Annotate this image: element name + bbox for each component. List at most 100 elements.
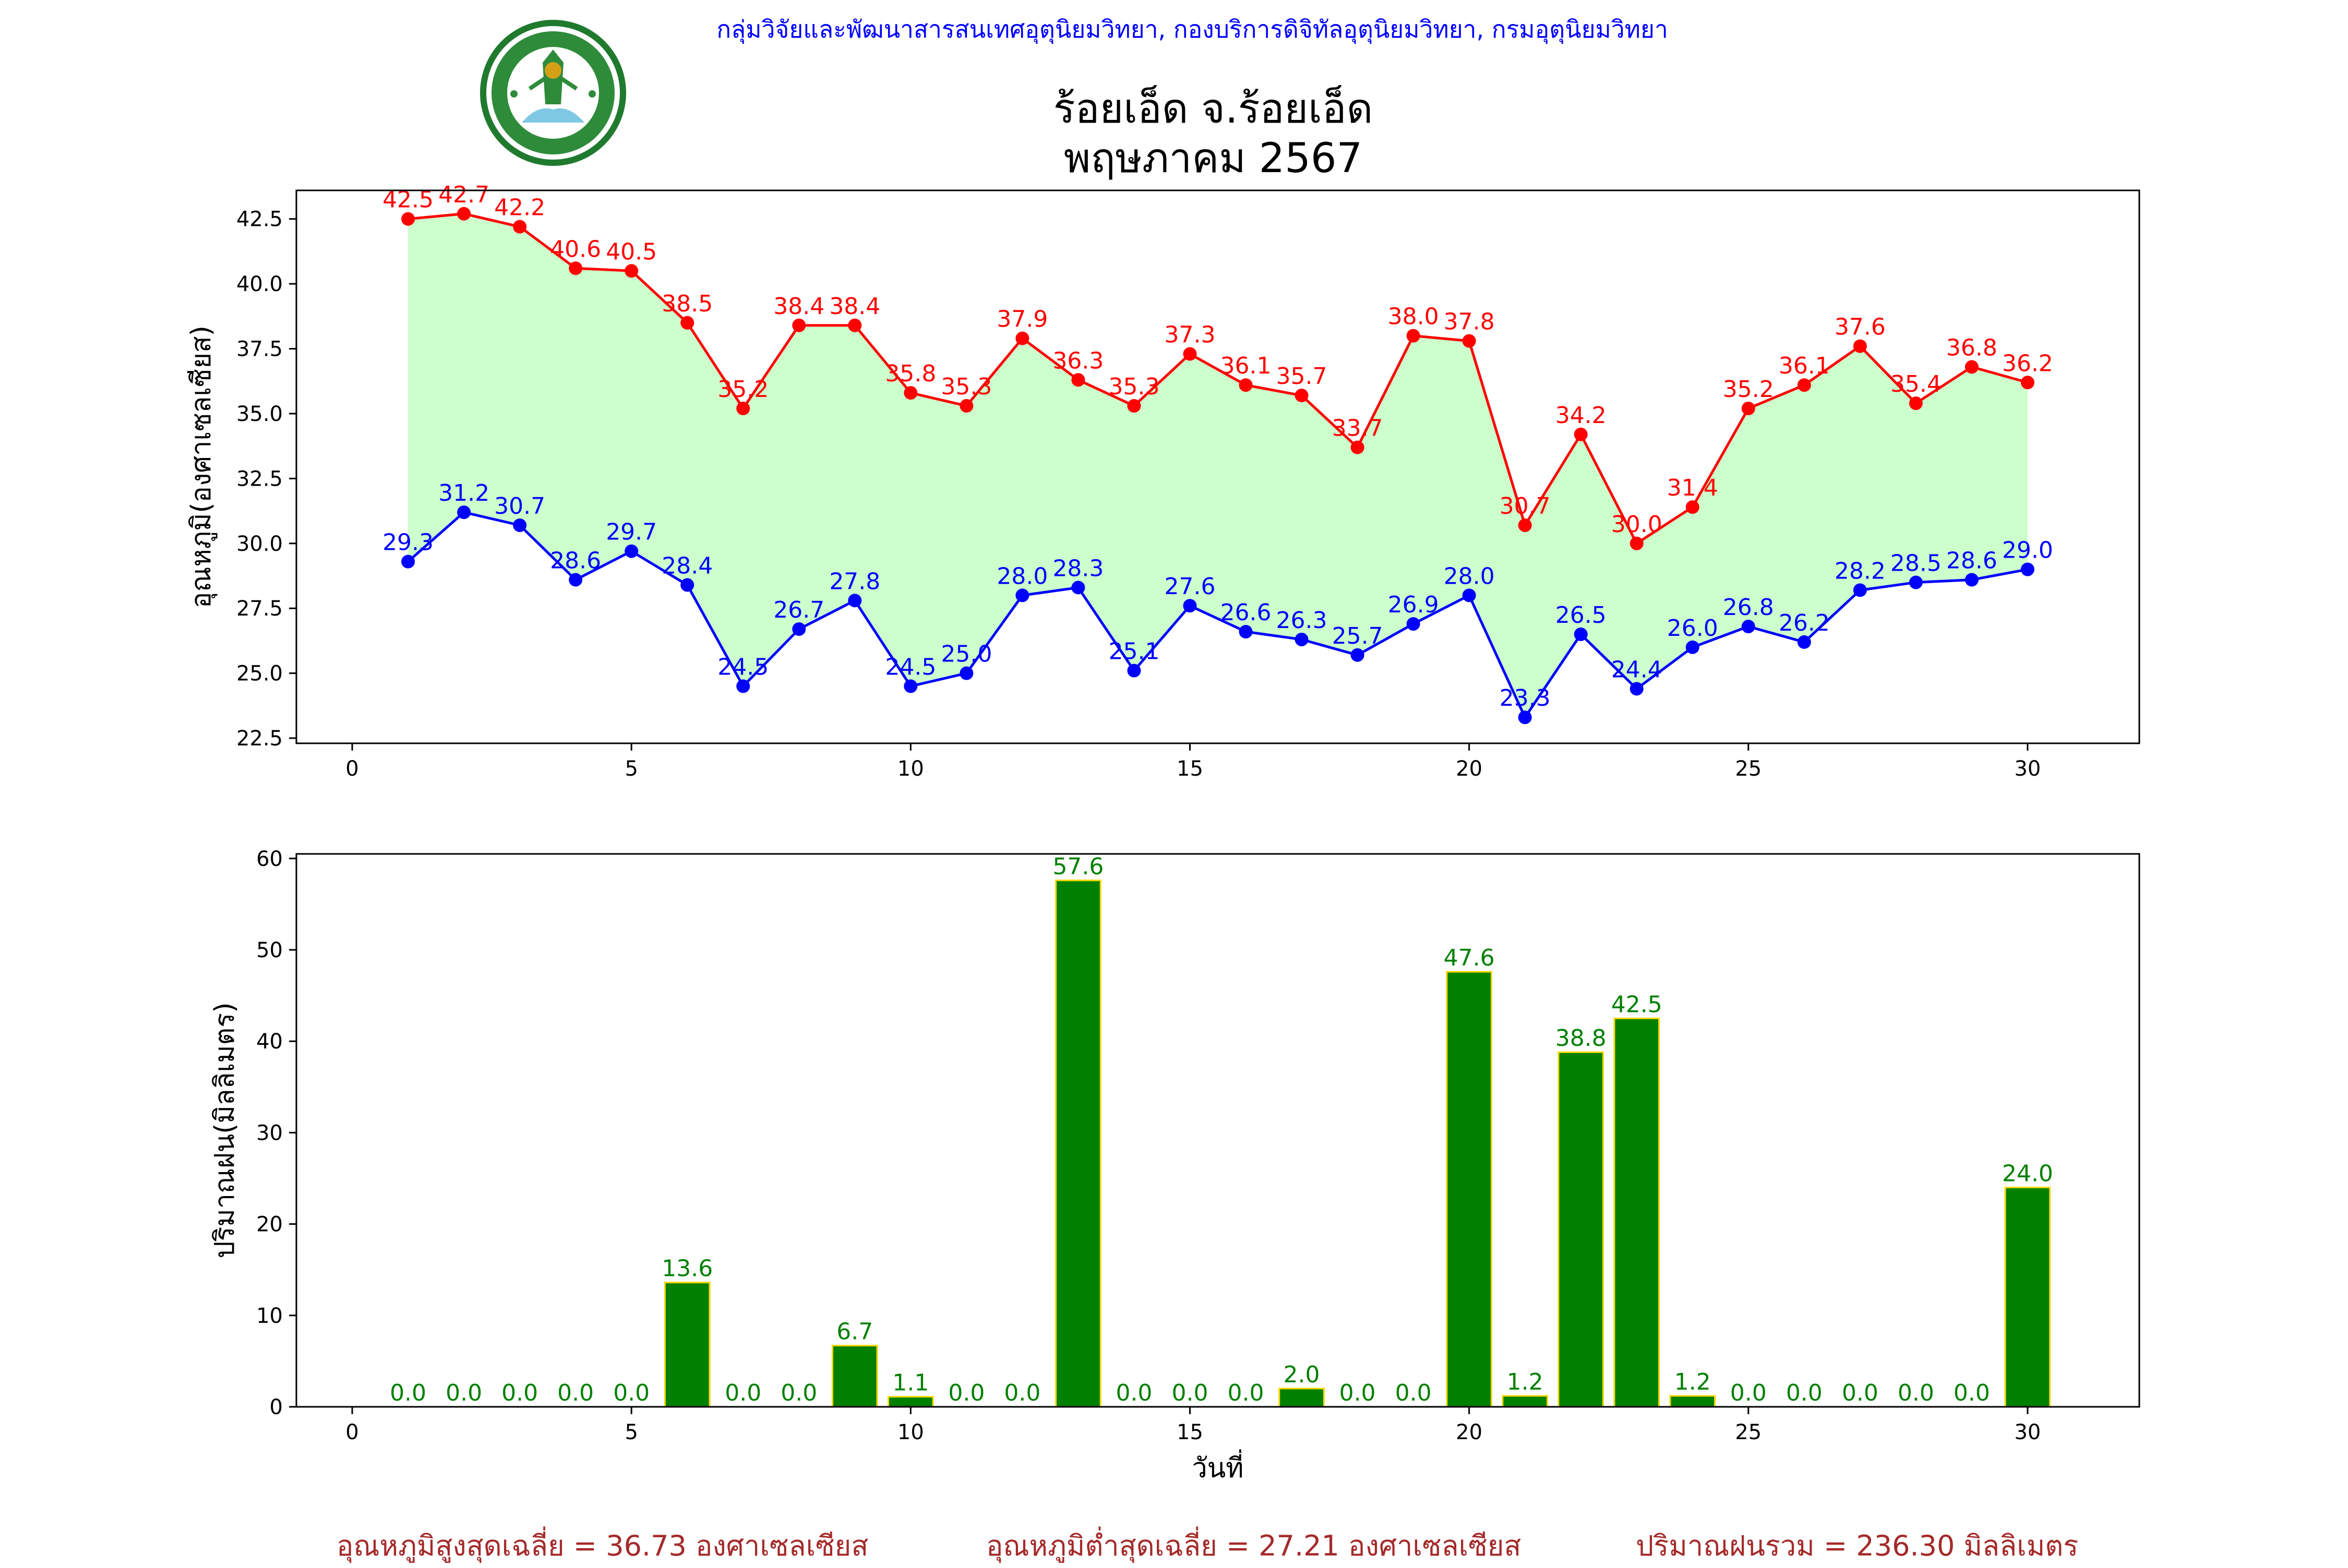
chart-title-line2: พฤษภาคม 2567 — [1064, 135, 1362, 182]
max-temperature-point — [1518, 518, 1532, 532]
rain-y-tick-label: 30 — [256, 1121, 283, 1145]
rain-y-tick-label: 10 — [256, 1304, 283, 1328]
min-temperature-point — [1239, 625, 1253, 639]
min-temperature-label: 24.5 — [885, 654, 936, 681]
max-temperature-point — [1127, 399, 1141, 413]
max-temperature-point — [1909, 396, 1923, 411]
rainfall-bar — [1558, 1051, 1604, 1408]
min-temperature-point — [457, 505, 471, 520]
min-temperature-line — [407, 511, 2028, 720]
min-temperature-label: 26.0 — [1667, 615, 1718, 642]
min-temperature-point — [401, 554, 415, 569]
min-temperature-point — [1295, 632, 1309, 646]
min-temperature-point — [1741, 620, 1755, 634]
temp-y-tick-label: 27.5 — [236, 597, 283, 621]
max-temperature-label: 37.8 — [1444, 309, 1495, 335]
max-temperature-label: 36.1 — [1779, 353, 1830, 379]
max-temperature-point — [960, 399, 974, 413]
rainfall-bar-label: 13.6 — [662, 1256, 713, 1282]
rainfall-bar-label: 0.0 — [446, 1380, 482, 1406]
rainfall-bar-label: 42.5 — [1611, 991, 1662, 1018]
min-temperature-point — [1964, 573, 1979, 587]
rain-y-tick-label: 40 — [256, 1030, 283, 1054]
min-temperature-label: 26.8 — [1723, 594, 1774, 621]
rainfall-x-axis-label: วันที่ — [1192, 1449, 1243, 1484]
rainfall-bar-label: 0.0 — [1171, 1380, 1208, 1406]
rainfall-bar-label: 0.0 — [1730, 1380, 1767, 1406]
meteorological-department-logo — [480, 20, 626, 166]
rain-y-tick-label: 60 — [256, 847, 283, 871]
min-temperature-point — [1015, 588, 1029, 602]
min-temperature-point — [1518, 710, 1532, 725]
max-temperature-point — [1015, 331, 1029, 345]
max-temperature-label: 37.3 — [1165, 322, 1216, 348]
rainfall-bar — [1446, 971, 1492, 1408]
min-temperature-point — [569, 573, 583, 587]
max-temperature-label: 30.0 — [1611, 511, 1662, 538]
chart-title-line1: ร้อยเอ็ด จ.ร้อยเอ็ด — [1053, 85, 1373, 132]
rain-x-tick-label: 25 — [1735, 1420, 1762, 1444]
rainfall-y-axis-label: ปริมาณฝน(มิลลิเมตร) — [209, 1002, 241, 1258]
rainfall-bar — [831, 1345, 878, 1408]
rainfall-bar-label: 0.0 — [1228, 1380, 1264, 1406]
max-temperature-point — [1462, 334, 1476, 348]
max-temperature-label: 36.1 — [1220, 353, 1272, 379]
min-temperature-point — [1853, 583, 1867, 597]
rainfall-bar — [1055, 879, 1101, 1408]
max-temperature-point — [792, 318, 806, 332]
min-temperature-label: 25.7 — [1332, 623, 1383, 649]
rainfall-bar-label: 0.0 — [1395, 1380, 1432, 1406]
min-temperature-label: 28.6 — [1946, 547, 1997, 574]
max-temperature-point — [569, 261, 583, 275]
min-temperature-label: 24.4 — [1611, 656, 1662, 683]
rainfall-bar-label: 24.0 — [2002, 1161, 2053, 1187]
rainfall-bar-label: 0.0 — [501, 1380, 538, 1406]
rain-x-tick-label: 15 — [1177, 1420, 1203, 1444]
min-temperature-point — [848, 594, 862, 608]
rainfall-bar-label: 0.0 — [781, 1380, 817, 1406]
temperature-chart: 0 5 10 15 20 25 30 22.5 25.0 27.5 30.0 32.5 35.0 37.5… — [186, 182, 2140, 781]
temp-y-tick-label: 32.5 — [236, 467, 283, 491]
rainfall-bar — [1613, 1017, 1660, 1408]
temp-x-tick-label: 5 — [625, 757, 638, 781]
rain-y-tick-label: 20 — [256, 1213, 283, 1237]
max-temperature-point — [1964, 360, 1979, 374]
temp-x-tick-label: 0 — [345, 757, 358, 781]
min-temperature-point — [1685, 640, 1699, 654]
max-temperature-point — [1350, 440, 1364, 454]
rainfall-bar — [1502, 1395, 1548, 1408]
temp-y-tick-label: 40.0 — [236, 272, 283, 296]
min-temperature-point — [1406, 617, 1420, 631]
max-temperature-point — [904, 386, 918, 400]
max-temperature-point — [1741, 402, 1755, 416]
rainfall-bar-label: 38.8 — [1555, 1025, 1607, 1052]
min-temperature-label: 28.5 — [1890, 550, 1942, 576]
max-temperature-label: 36.2 — [2002, 350, 2053, 377]
min-temperature-label: 24.5 — [717, 654, 769, 681]
min-temperature-label: 26.2 — [1779, 610, 1830, 636]
rainfall-bar-label: 1.1 — [892, 1370, 929, 1396]
max-temperature-label: 42.2 — [494, 195, 545, 221]
rain-y-tick-label: 0 — [270, 1395, 283, 1419]
min-temperature-point — [2020, 562, 2034, 576]
max-temperature-label: 35.3 — [941, 373, 992, 400]
organization-text: กลุ่มวิจัยและพัฒนาสารสนเทศอุตุนิยมวิทยา,… — [716, 15, 1668, 44]
min-temperature-point — [904, 679, 918, 693]
min-temperature-label: 27.8 — [829, 568, 880, 595]
min-temperature-label: 30.7 — [494, 493, 545, 520]
min-temperature-label: 28.2 — [1835, 558, 1886, 584]
max-temperature-label: 36.8 — [1946, 334, 1997, 361]
min-temperature-point — [680, 578, 694, 592]
max-temperature-label: 36.3 — [1052, 347, 1104, 374]
temp-y-tick-label: 25.0 — [236, 662, 283, 686]
rainfall-bar-label: 1.2 — [1674, 1369, 1711, 1395]
rainfall-bar-label: 0.0 — [1004, 1380, 1040, 1406]
max-temperature-label: 40.6 — [550, 236, 601, 262]
min-temperature-point — [1462, 588, 1476, 602]
max-temperature-label: 40.5 — [606, 238, 657, 265]
rain-plot-frame — [295, 853, 2140, 1408]
max-temperature-point — [736, 402, 750, 416]
max-temperature-label: 34.2 — [1555, 402, 1607, 429]
rainfall-bar-label: 2.0 — [1284, 1361, 1320, 1388]
min-temperature-point — [625, 544, 639, 558]
